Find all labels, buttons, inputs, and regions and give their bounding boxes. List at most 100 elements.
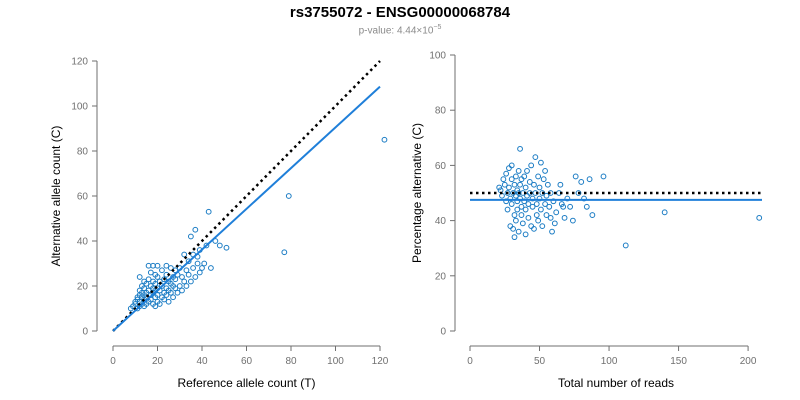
x-tick-label: 150: [670, 356, 687, 367]
data-point: [152, 280, 159, 287]
data-point: [600, 173, 607, 180]
data-point: [542, 168, 548, 174]
data-point: [208, 265, 214, 271]
data-point: [586, 176, 593, 183]
data-point: [159, 283, 165, 289]
data-point: [583, 203, 590, 210]
data-point: [531, 225, 537, 232]
data-point: [145, 276, 152, 283]
data-point: [192, 226, 199, 233]
data-point: [512, 217, 519, 224]
x-tick-label: 80: [285, 356, 297, 367]
data-point: [518, 212, 525, 218]
x-tick-label: 20: [152, 356, 164, 367]
data-point: [196, 269, 203, 276]
data-point: [185, 271, 192, 278]
data-point: [511, 234, 518, 241]
data-point: [503, 198, 510, 205]
pvalue-subtitle: p-value: 4.44×10−5: [0, 24, 800, 36]
data-point: [132, 301, 139, 307]
data-point: [147, 269, 154, 276]
data-point: [181, 251, 188, 258]
data-point: [194, 260, 201, 267]
data-point: [170, 294, 176, 301]
y-axis-title: Percentage alternative (C): [410, 123, 424, 263]
data-point: [510, 225, 517, 232]
regression-fit-line: [112, 85, 381, 332]
data-point: [154, 262, 161, 269]
data-point: [161, 276, 168, 283]
data-point: [515, 228, 522, 235]
data-point: [517, 195, 523, 202]
y-tick-label: 0: [82, 327, 88, 338]
data-point: [532, 154, 539, 161]
x-tick-label: 60: [241, 356, 253, 367]
data-point: [183, 283, 190, 289]
data-point: [152, 303, 159, 310]
data-point: [508, 201, 515, 207]
data-point: [517, 145, 523, 152]
data-point: [512, 173, 519, 180]
data-point: [535, 173, 542, 180]
y-tick-label: 60: [77, 192, 89, 203]
y-tick-label: 120: [71, 57, 88, 68]
data-point: [179, 274, 185, 280]
data-point: [143, 280, 150, 287]
data-point: [154, 274, 161, 280]
data-point: [174, 289, 181, 296]
x-tick-label: 200: [740, 356, 757, 367]
data-point: [536, 184, 543, 191]
data-point: [163, 292, 170, 298]
data-point: [511, 212, 518, 218]
data-point: [569, 217, 576, 224]
data-point: [538, 206, 544, 213]
y-tick-label: 100: [429, 51, 446, 62]
reference-line-dotted: [112, 60, 381, 332]
pvalue-exponent: −5: [433, 24, 442, 31]
data-point: [199, 265, 205, 271]
data-point: [622, 242, 629, 249]
data-point: [524, 168, 530, 174]
y-tick-label: 20: [435, 271, 447, 282]
data-point: [550, 198, 557, 205]
x-tick-label: 50: [534, 356, 546, 367]
data-point: [515, 168, 522, 174]
data-point: [145, 287, 152, 294]
allele-count-scatter-plot: 0 20 40 60 80 100 120 0 20 40 60 80 100 120 Reference …: [49, 57, 389, 391]
data-point: [536, 195, 543, 202]
percentage-alternative-scatter-plot: 0 20 40 60 80 100 0 50 100 150 200 Total number of …: [410, 51, 763, 390]
data-point: [518, 176, 525, 183]
data-point: [508, 176, 515, 183]
data-point: [519, 220, 526, 227]
data-point: [187, 278, 194, 285]
data-point: [535, 217, 542, 224]
data-point: [661, 209, 668, 216]
data-point: [581, 195, 587, 202]
data-point: [172, 285, 179, 292]
data-point: [578, 179, 585, 185]
data-point: [521, 173, 528, 180]
data-point: [285, 193, 292, 199]
data-point: [161, 296, 168, 303]
x-tick-label: 100: [327, 356, 344, 367]
data-point: [544, 181, 551, 188]
data-point: [525, 201, 532, 207]
data-point: [575, 190, 582, 196]
data-point: [181, 278, 188, 285]
data-point: [547, 214, 554, 221]
data-point: [533, 212, 540, 218]
data-point: [522, 231, 529, 238]
data-point: [167, 265, 174, 271]
data-point: [756, 214, 763, 221]
x-tick-label: 0: [110, 356, 116, 367]
data-point: [528, 223, 535, 230]
data-point: [507, 223, 514, 230]
y-axis-title: Alternative allele count (C): [49, 126, 63, 267]
data-point: [515, 190, 522, 196]
x-tick-label: 40: [196, 356, 208, 367]
data-point: [506, 165, 512, 172]
y-tick-label: 60: [435, 161, 447, 172]
data-point: [538, 159, 544, 166]
data-point: [511, 181, 518, 188]
y-tick-label: 40: [435, 216, 447, 227]
